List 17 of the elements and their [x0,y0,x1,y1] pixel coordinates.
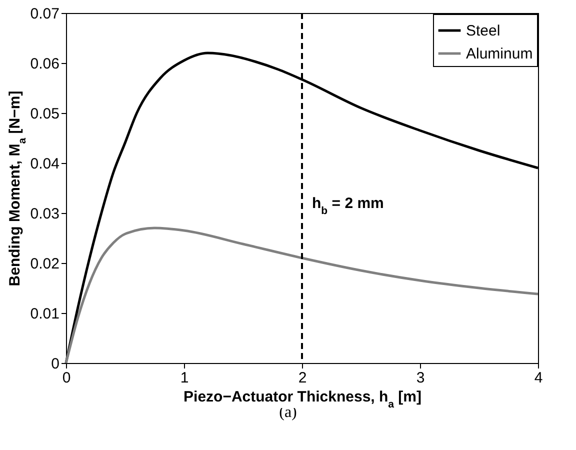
x-tick-label: 1 [180,370,189,386]
x-tick-label: 3 [416,370,425,386]
y-tick-label: 0.02 [30,256,60,272]
y-tick-label: 0.03 [30,206,60,222]
y-tick-label: 0.06 [30,56,60,72]
legend-label: Steel [466,22,500,40]
y-tick-label: 0.07 [30,6,60,22]
x-tick-label: 0 [62,370,71,386]
y-tick-label: 0 [51,356,60,372]
y-tick-label: 0.04 [30,156,60,172]
x-tick-label: 2 [298,370,307,386]
line-series [64,226,540,364]
y-tick-label: 0.05 [30,106,60,122]
legend-label: Aluminum [466,46,533,62]
x-tick-label: 4 [534,370,543,386]
y-tick-label: 0.01 [30,306,60,322]
ref-line-label: h$_{b}$ = 2 mm [312,195,384,217]
